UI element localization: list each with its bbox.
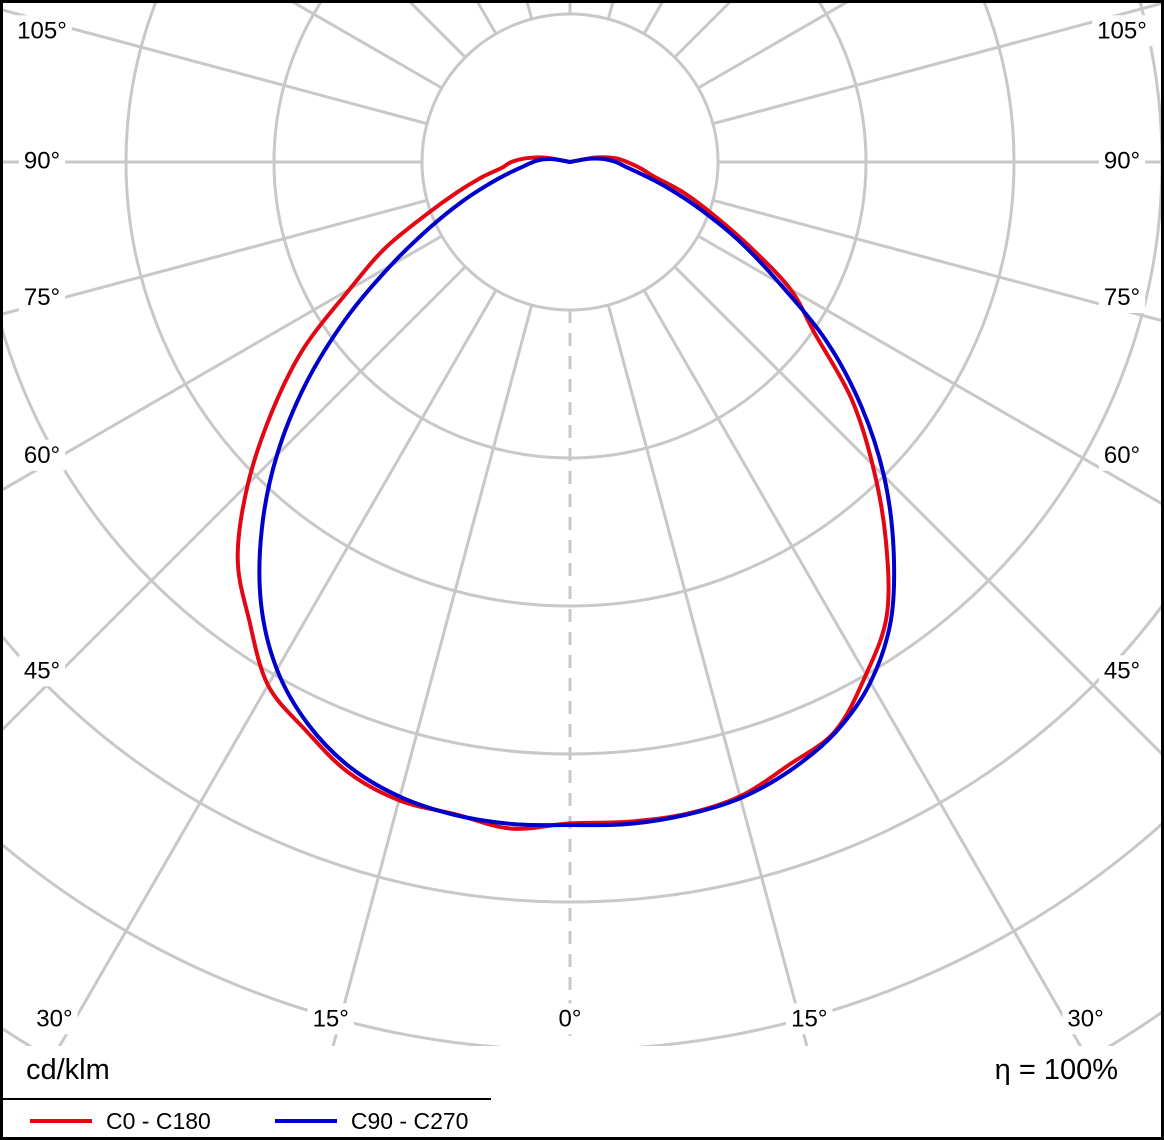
gamma-angle-label: 105° — [1097, 17, 1147, 44]
label-backplate — [553, 1003, 587, 1035]
label-backplate — [18, 145, 66, 177]
grid-radial-line — [673, 265, 1164, 759]
grid-radial-line — [0, 7, 428, 126]
intensity-curves — [235, 155, 897, 831]
label-backplate — [1098, 281, 1146, 313]
gamma-angle-label: 15° — [791, 1005, 827, 1032]
label-backplate — [786, 1003, 833, 1035]
gamma-angle-label: 30° — [36, 1005, 72, 1032]
gamma-angle-label: 75° — [24, 284, 60, 311]
legend-label-c0-c180: C0 - C180 — [106, 1107, 211, 1134]
grid-radial-line — [712, 198, 1164, 323]
legend-footer: cd/klm η = 100% C0 - C180 C90 - C270 — [0, 1046, 1164, 1140]
grid-radial-line — [642, 289, 1083, 1046]
curve-C90-C270 — [257, 156, 897, 828]
label-backplate — [31, 1003, 78, 1035]
gamma-angle-label: 0° — [559, 1005, 582, 1032]
label-backplate — [1098, 655, 1146, 687]
grid-radial-line — [697, 234, 1164, 507]
label-backplate — [18, 281, 66, 313]
label-backplate — [1062, 1003, 1109, 1035]
gamma-angle-label: 45° — [24, 657, 60, 684]
unit-label: cd/klm — [26, 1054, 110, 1086]
gamma-angle-label: 15° — [313, 1005, 349, 1032]
grid-ring — [0, 600, 1164, 904]
grid-radial-line — [606, 304, 809, 1046]
label-backplate — [18, 655, 66, 687]
label-backplate — [12, 15, 72, 47]
grid-radial-line — [712, 1, 1164, 126]
label-backplate — [1092, 15, 1152, 47]
grid-radial-line — [0, 234, 443, 493]
gamma-angle-label: 45° — [1104, 657, 1140, 684]
legend-swatch-c90-c270 — [274, 1119, 337, 1123]
grid-radial-line — [331, 304, 534, 1046]
legend-swatch-c0-c180 — [30, 1119, 92, 1123]
angle-labels: 105° 105° 90° 90° 75° 75° 60° 60° 45° 45° 30° 30° 15… — [12, 15, 1152, 1035]
gamma-angle-label: 60° — [24, 442, 60, 469]
label-backplate — [18, 439, 66, 471]
grid-radial-line — [57, 289, 498, 1046]
footer-divider — [3, 1098, 491, 1100]
label-backplate — [1098, 145, 1146, 177]
grid-radial-line — [0, 265, 467, 735]
gamma-angle-label: 60° — [1104, 442, 1140, 469]
label-backplate — [1098, 439, 1146, 471]
efficiency-label: η = 100% — [994, 1054, 1118, 1086]
gamma-angle-label: 30° — [1067, 1005, 1103, 1032]
gamma-angle-label: 90° — [1104, 147, 1140, 174]
label-backplate — [307, 1003, 354, 1035]
legend: C0 - C180 C90 - C270 — [30, 1106, 532, 1136]
gamma-angle-label: 75° — [1104, 284, 1140, 311]
gamma-angle-label: 90° — [24, 147, 60, 174]
legend-label-c90-c270: C90 - C270 — [350, 1107, 469, 1134]
grid-radial-line — [0, 198, 428, 317]
gamma-angle-label: 105° — [17, 17, 67, 44]
